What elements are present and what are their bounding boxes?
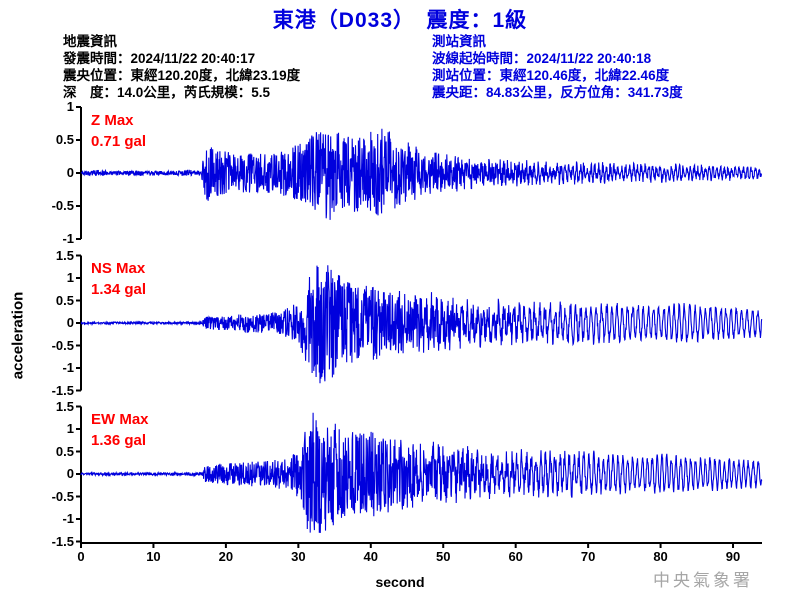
x-tick-label: 40	[363, 549, 379, 564]
y-tick-label-z: -0.5	[51, 198, 74, 213]
waveform-trace-ns	[80, 265, 763, 384]
x-tick-label: 30	[291, 549, 306, 564]
ns-max-label-line1: NS Max	[91, 260, 146, 277]
y-tick-label-ew: -1.5	[51, 533, 74, 549]
ew-max-label: EW Max 1.36 gal	[91, 409, 149, 451]
y-tick-label-ew: 0	[66, 466, 74, 481]
station-distance-azimuth: 震央距：84.83公里，反方位角：341.73度	[432, 85, 683, 100]
y-tick-label-ns: 0.5	[55, 292, 74, 308]
event-info-block: 地震資訊 發震時間：2024/11/22 20:40:17 震央位置：東經120…	[63, 33, 300, 101]
event-info-heading: 地震資訊	[63, 34, 117, 49]
y-tick-label-ns: -0.5	[51, 337, 74, 353]
y-tick-label-ns: 0	[66, 315, 74, 330]
y-tick-label-ns: -1	[62, 360, 74, 375]
z-max-label-line1: Z Max	[91, 112, 134, 129]
x-tick-label: 90	[725, 549, 741, 564]
ew-max-label-line2: 1.36 gal	[91, 432, 147, 449]
x-tick-label: 50	[435, 549, 451, 564]
y-tick-label-z: 0	[66, 165, 74, 180]
station-wave-start-time: 波線起始時間：2024/11/22 20:40:18	[432, 51, 652, 66]
station-location: 測站位置：東經120.46度，北緯22.46度	[432, 68, 670, 83]
y-tick-label-ew: -0.5	[51, 488, 74, 504]
y-tick-label-ew: 1.5	[55, 398, 74, 414]
y-tick-label-ns: 1	[66, 270, 74, 285]
y-tick-label-ew: 1	[66, 421, 74, 436]
y-tick-label-z: 0.5	[55, 132, 74, 147]
x-tick-label: 20	[218, 549, 234, 564]
agency-watermark: 中央氣象署	[653, 571, 753, 590]
event-epicenter: 震央位置：東經120.20度，北緯23.19度	[63, 68, 301, 83]
station-info-heading: 測站資訊	[432, 34, 486, 49]
x-axis-label: second	[375, 574, 425, 590]
y-tick-label-ns: 1.5	[55, 247, 74, 263]
ns-max-label: NS Max 1.34 gal	[91, 258, 146, 300]
waveform-trace-z	[80, 128, 763, 220]
y-tick-label-z: -1	[62, 231, 74, 246]
y-tick-label-ns: -1.5	[51, 382, 74, 398]
event-origin-time: 發震時間：2024/11/22 20:40:17	[63, 51, 256, 66]
ns-max-label-line2: 1.34 gal	[91, 281, 147, 298]
event-depth-magnitude: 深 度：14.0公里，芮氏規模：5.5	[63, 85, 271, 100]
page-title: 東港（D033） 震度：1級	[272, 9, 528, 32]
waveform-trace-ew	[80, 412, 763, 533]
x-tick-label: 10	[146, 549, 161, 564]
z-max-label: Z Max 0.71 gal	[91, 110, 146, 152]
x-tick-label: 70	[580, 549, 596, 564]
y-tick-label-ew: -1	[62, 511, 74, 526]
z-max-label-line2: 0.71 gal	[91, 133, 147, 150]
y-tick-label-z: 1	[66, 99, 74, 114]
station-info-block: 測站資訊 波線起始時間：2024/11/22 20:40:18 測站位置：東經1…	[432, 33, 683, 101]
ew-max-label-line1: EW Max	[91, 411, 149, 428]
y-tick-label-ew: 0.5	[55, 443, 74, 459]
y-axis-label: acceleration	[9, 291, 27, 380]
x-tick-label: 80	[653, 549, 668, 564]
x-tick-label: 60	[508, 549, 523, 564]
x-tick-label: 0	[77, 549, 85, 564]
